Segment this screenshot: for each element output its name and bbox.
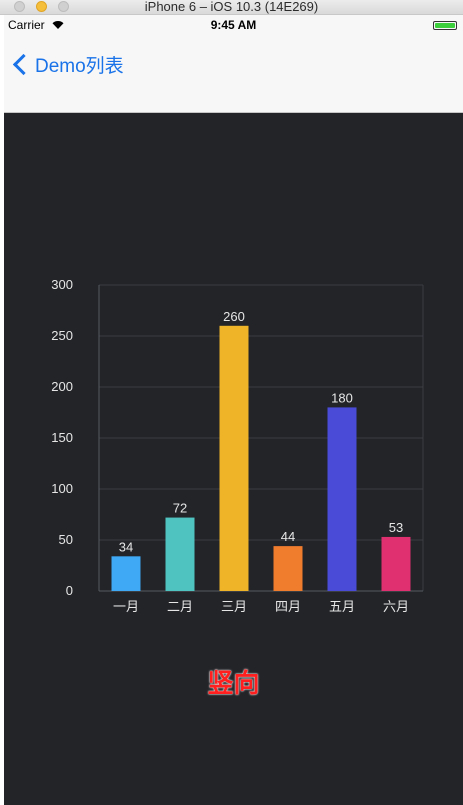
bar xyxy=(273,546,303,591)
bar xyxy=(111,556,141,591)
data-label: 72 xyxy=(173,501,187,516)
back-button-label: Demo列表 xyxy=(35,55,124,77)
data-label: 260 xyxy=(223,309,245,324)
window-zoom-button[interactable] xyxy=(58,1,69,12)
carrier-label: Carrier xyxy=(8,18,45,32)
status-bar: Carrier 9:45 AM xyxy=(4,15,463,35)
y-tick-label: 200 xyxy=(51,379,73,394)
orientation-label: 竖向 xyxy=(207,668,260,698)
navigation-bar: Demo列表 xyxy=(4,35,463,113)
device-screen: Carrier 9:45 AM Demo列表 0 50 100 150 200 250 30… xyxy=(4,15,463,805)
x-tick-label: 二月 xyxy=(167,599,193,614)
bar-chart: 0 50 100 150 200 250 300 34 一月 72 二月 260 三月 44 四月 180 五月… xyxy=(4,113,463,805)
bar xyxy=(381,536,411,591)
bar-chart-svg: 0 50 100 150 200 250 300 34 一月 72 二月 260 三月 44 四月 180 五月… xyxy=(51,277,424,614)
y-tick-label: 0 xyxy=(66,583,73,598)
data-label: 53 xyxy=(389,520,403,535)
window-minimize-button[interactable] xyxy=(36,1,47,12)
data-label: 44 xyxy=(281,529,295,544)
battery-fill xyxy=(435,23,455,28)
y-tick-label: 100 xyxy=(51,481,73,496)
bar xyxy=(165,517,195,591)
y-tick-label: 150 xyxy=(51,430,73,445)
battery-icon xyxy=(433,21,457,30)
wifi-icon xyxy=(52,21,64,29)
status-time: 9:45 AM xyxy=(210,18,257,32)
x-tick-label: 五月 xyxy=(329,599,355,614)
bar xyxy=(219,325,249,591)
x-tick-label: 四月 xyxy=(275,599,301,614)
bar xyxy=(327,407,357,591)
carrier-indicator: Carrier xyxy=(8,18,64,32)
x-tick-label: 一月 xyxy=(113,599,139,614)
simulator-title-bar: iPhone 6 – iOS 10.3 (14E269) xyxy=(0,0,463,15)
y-tick-label: 50 xyxy=(59,532,73,547)
data-label: 180 xyxy=(331,390,353,405)
x-tick-label: 三月 xyxy=(221,599,247,614)
back-button[interactable]: Demo列表 xyxy=(10,49,124,79)
x-tick-label: 六月 xyxy=(383,599,409,614)
y-tick-label: 250 xyxy=(51,328,73,343)
window-close-button[interactable] xyxy=(14,1,25,12)
y-tick-label: 300 xyxy=(51,277,73,292)
data-label: 34 xyxy=(119,539,133,554)
window-title: iPhone 6 – iOS 10.3 (14E269) xyxy=(144,0,319,14)
chevron-left-icon xyxy=(12,53,35,75)
